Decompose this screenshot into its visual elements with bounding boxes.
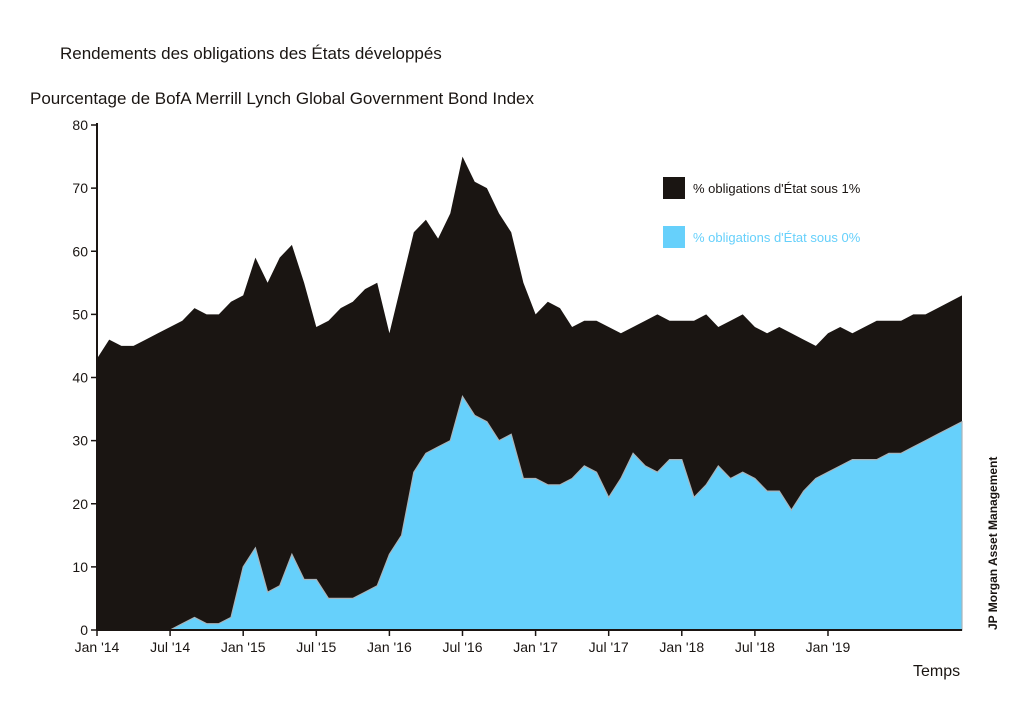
y-tick-label: 0 — [80, 622, 88, 638]
axes: 0 10 20 30 40 50 60 70 80 Jan '14 Jul '14 Jan '15 Ju… — [72, 117, 962, 655]
credit-text: JP Morgan Asset Management — [986, 456, 1000, 630]
series-area-2 — [97, 394, 963, 631]
y-tick-label: 10 — [72, 559, 88, 575]
x-tick-label: Jul '16 — [442, 639, 482, 655]
x-tick-label: Jan '14 — [75, 639, 120, 655]
legend: % obligations d'État sous 1% % obligatio… — [663, 177, 861, 248]
x-axis-label: Temps — [913, 663, 961, 680]
x-tick-label: Jul '14 — [150, 639, 190, 655]
x-tick-label: Jan '17 — [513, 639, 558, 655]
x-tick-label: Jan '19 — [806, 639, 851, 655]
x-tick-label: Jul '17 — [589, 639, 629, 655]
y-tick-label: 30 — [72, 433, 88, 449]
y-tick-label: 70 — [72, 180, 88, 196]
x-tick-label: Jan '15 — [221, 639, 266, 655]
legend-label-below-0: % obligations d'État sous 0% — [693, 230, 861, 245]
y-tick-label: 50 — [72, 306, 88, 322]
y-axis-label: Pourcentage de BofA Merrill Lynch Global… — [30, 89, 534, 108]
y-tick-label: 20 — [72, 496, 88, 512]
y-tick-label: 40 — [72, 370, 88, 386]
x-tick-label: Jul '18 — [735, 639, 775, 655]
x-tick-label: Jan '16 — [367, 639, 412, 655]
y-tick-label: 80 — [72, 117, 88, 133]
y-tick-label: 60 — [72, 243, 88, 259]
x-tick-label: Jan '18 — [659, 639, 704, 655]
chart-title: Rendements des obligations des États dév… — [60, 44, 442, 63]
x-tick-label: Jul '15 — [296, 639, 336, 655]
area-layer — [97, 156, 963, 631]
legend-swatch-below-1 — [663, 177, 685, 199]
legend-label-below-1: % obligations d'État sous 1% — [693, 181, 861, 196]
legend-swatch-below-0 — [663, 226, 685, 248]
